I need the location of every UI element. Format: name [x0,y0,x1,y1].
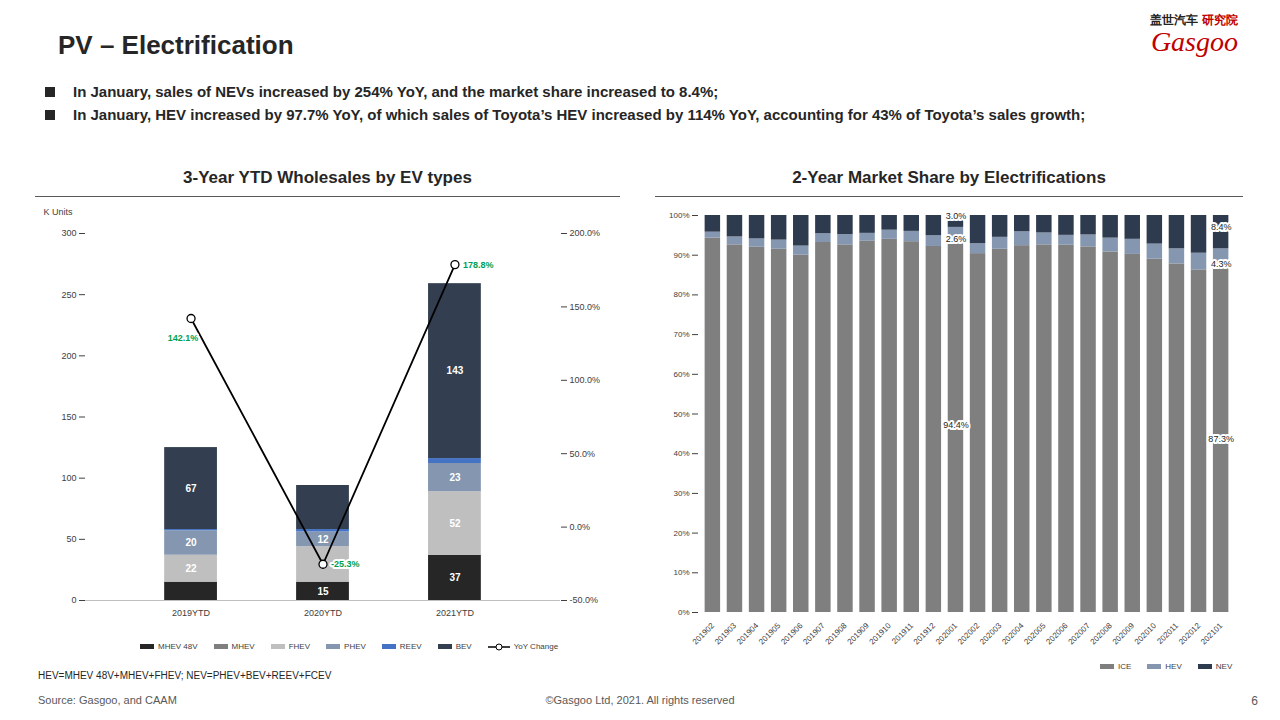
svg-text:2019YTD: 2019YTD [172,608,211,618]
svg-text:202007: 202007 [1067,621,1093,647]
html-text:MHEV 48V: MHEV 48V [158,642,198,651]
html-text:2-Year Market Share by Electri: 2-Year Market Share by Electrifications [792,168,1106,187]
svg-text:20: 20 [185,537,197,548]
svg-text:70%: 70% [673,330,689,339]
svg-text:15: 15 [317,586,329,597]
svg-text:22: 22 [185,563,197,574]
svg-text:202001: 202001 [934,621,960,647]
svg-text:200.0%: 200.0% [570,228,601,238]
html-text:盖世汽车 研究院: 盖世汽车 研究院 [1150,13,1238,27]
svg-text:100: 100 [61,473,76,483]
html-text:Source: Gasgoo, and CAAM: Source: Gasgoo, and CAAM [38,694,177,706]
svg-text:50: 50 [66,534,76,544]
svg-text:201909: 201909 [846,621,872,647]
svg-text:0.0%: 0.0% [570,522,591,532]
svg-text:201902: 201902 [691,621,717,647]
svg-text:40%: 40% [673,449,689,458]
svg-text:K Units: K Units [44,207,74,217]
svg-text:4.3%: 4.3% [1211,259,1232,269]
svg-text:201905: 201905 [757,621,783,647]
svg-text:0: 0 [71,595,76,605]
svg-text:202006: 202006 [1044,621,1070,647]
html-text:NEV: NEV [1215,662,1233,671]
svg-text:202004: 202004 [1000,621,1026,647]
svg-text:0%: 0% [678,608,690,617]
svg-text:250: 250 [61,290,76,300]
html-text:PV – Electrification: PV – Electrification [58,30,294,60]
svg-text:201911: 201911 [890,621,915,646]
svg-text:2020YTD: 2020YTD [304,608,343,618]
html-text:PHEV: PHEV [344,642,366,651]
svg-text:201906: 201906 [779,621,805,647]
html-text:Gasgoo: Gasgoo [1150,26,1238,57]
svg-text:142.1%: 142.1% [168,333,199,343]
svg-text:100.0%: 100.0% [570,375,601,385]
svg-text:30%: 30% [673,489,689,498]
svg-text:67: 67 [185,483,197,494]
svg-text:37: 37 [449,572,461,583]
svg-text:50.0%: 50.0% [570,449,596,459]
svg-text:94.4%: 94.4% [943,420,969,430]
svg-text:50%: 50% [673,410,689,419]
svg-text:10%: 10% [673,568,689,577]
svg-text:12: 12 [317,534,329,545]
svg-text:300: 300 [61,228,76,238]
svg-text:202011: 202011 [1155,621,1180,646]
html-text:REEV: REEV [399,642,422,651]
svg-text:202002: 202002 [956,621,982,647]
svg-text:60%: 60% [673,370,689,379]
html-text:BEV: BEV [455,642,472,651]
svg-text:201908: 201908 [823,621,849,647]
svg-text:201912: 201912 [912,621,938,647]
svg-text:150: 150 [61,412,76,422]
svg-text:202101: 202101 [1199,621,1225,647]
html-text:MHEV: MHEV [231,642,255,651]
svg-text:202008: 202008 [1089,621,1115,647]
svg-text:143: 143 [447,365,464,376]
html-text:In January, HEV increased by 9: In January, HEV increased by 97.7% YoY, … [73,106,1086,123]
svg-text:52: 52 [449,518,461,529]
svg-text:20%: 20% [673,529,689,538]
svg-text:202003: 202003 [978,621,1004,647]
svg-text:202005: 202005 [1022,621,1048,647]
svg-text:200: 200 [61,351,76,361]
html-text:In January, sales of NEVs incr: In January, sales of NEVs increased by 2… [73,83,719,100]
svg-text:202010: 202010 [1133,621,1159,647]
svg-text:23: 23 [449,472,461,483]
svg-text:87.3%: 87.3% [1208,434,1234,444]
html-text:FHEV: FHEV [288,642,310,651]
html-text:HEV=MHEV 48V+MHEV+FHEV; NEV=PH: HEV=MHEV 48V+MHEV+FHEV; NEV=PHEV+BEV+REE… [38,670,332,681]
svg-text:202009: 202009 [1111,621,1137,647]
svg-text:178.8%: 178.8% [463,260,494,270]
html-text:6: 6 [1251,694,1258,708]
svg-text:3.0%: 3.0% [946,211,967,221]
html-text:YoY Change: YoY Change [513,642,559,651]
svg-text:-25.3%: -25.3% [331,559,360,569]
html-text:ICE: ICE [1118,662,1132,671]
svg-text:150.0%: 150.0% [570,302,601,312]
svg-text:201903: 201903 [713,621,739,647]
svg-text:201910: 201910 [868,621,894,647]
svg-text:2.6%: 2.6% [946,234,967,244]
svg-text:2021YTD: 2021YTD [436,608,475,618]
svg-text:201904: 201904 [735,621,761,647]
svg-text:8.4%: 8.4% [1211,222,1232,232]
svg-text:201907: 201907 [801,621,827,647]
svg-text:90%: 90% [673,251,689,260]
svg-text:202012: 202012 [1177,621,1203,647]
svg-text:-50.0%: -50.0% [570,595,599,605]
html-text:©Gasgoo Ltd, 2021. All rights: ©Gasgoo Ltd, 2021. All rights reserved [545,694,735,706]
svg-text:80%: 80% [673,290,689,299]
html-text:3-Year YTD Wholesales by EV ty: 3-Year YTD Wholesales by EV types [183,168,472,187]
svg-text:100%: 100% [669,211,689,220]
html-text:HEV: HEV [1165,662,1182,671]
